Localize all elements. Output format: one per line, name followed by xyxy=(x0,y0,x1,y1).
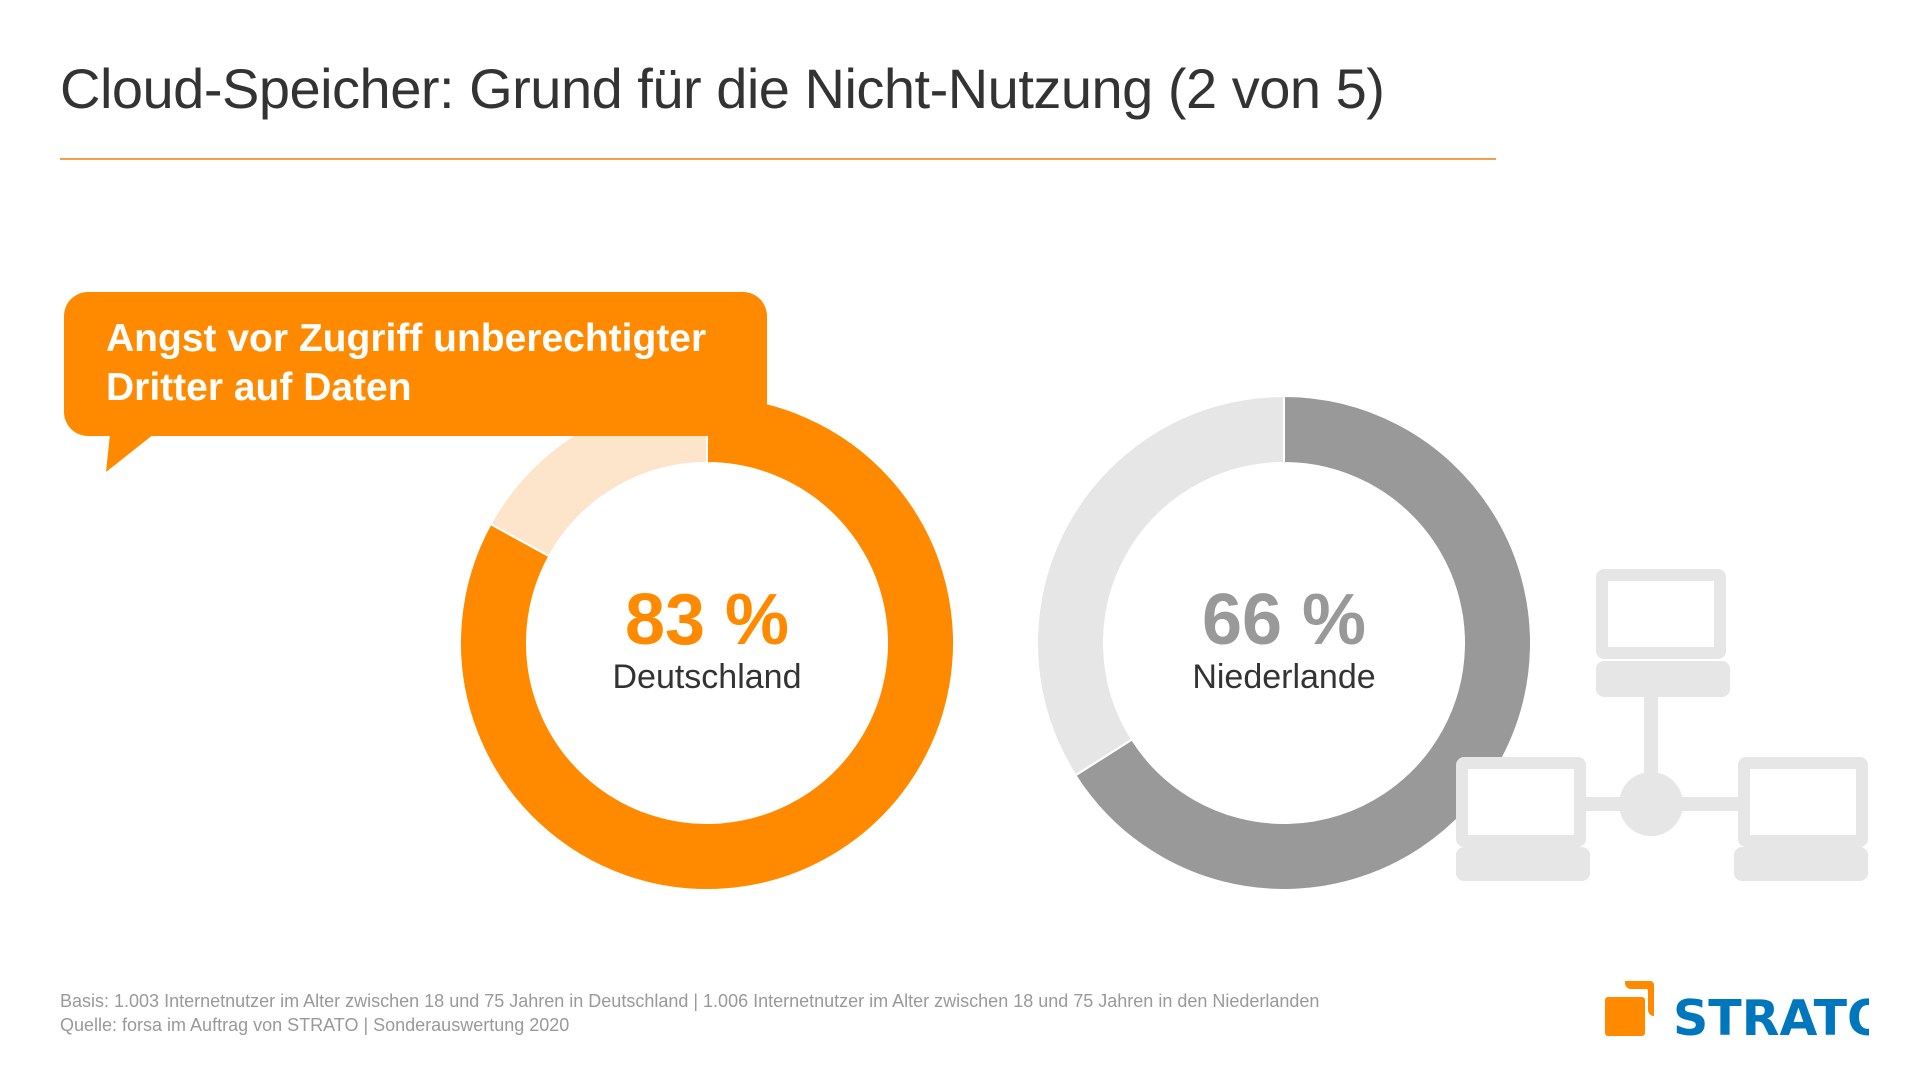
footer-basis: Basis: 1.003 Internetnutzer im Alter zwi… xyxy=(60,991,1320,1011)
title-divider xyxy=(60,158,1496,160)
donut-niederlande xyxy=(1036,394,1532,891)
donut-slice-0 xyxy=(459,394,955,891)
logo-text: STRATO xyxy=(1673,990,1869,1037)
donut-slice-0 xyxy=(1074,394,1532,891)
footer-source: Quelle: forsa im Auftrag von STRATO | So… xyxy=(60,1015,570,1035)
network-computers-icon xyxy=(1456,569,1868,881)
strato-logo: STRATO xyxy=(1605,981,1869,1037)
label-deutschland: Deutschland xyxy=(612,658,802,696)
callout-bubble: Angst vor Zugriff unberechtigter Dritter… xyxy=(64,292,767,436)
center-deutschland: 83 % Deutschland xyxy=(527,582,887,696)
center-niederlande: 66 % Niederlande xyxy=(1104,582,1464,696)
callout-line2: Dritter auf Daten xyxy=(106,366,412,409)
percent-deutschland: 83 % xyxy=(624,580,790,660)
donut-slice-1 xyxy=(1036,394,1285,777)
callout-line1: Angst vor Zugriff unberechtigter xyxy=(106,317,707,360)
label-niederlande: Niederlande xyxy=(1192,658,1376,696)
callout-tail xyxy=(106,434,154,472)
page-title: Cloud-Speicher: Grund für die Nicht-Nutz… xyxy=(60,57,1385,120)
percent-niederlande: 66 % xyxy=(1201,580,1367,660)
